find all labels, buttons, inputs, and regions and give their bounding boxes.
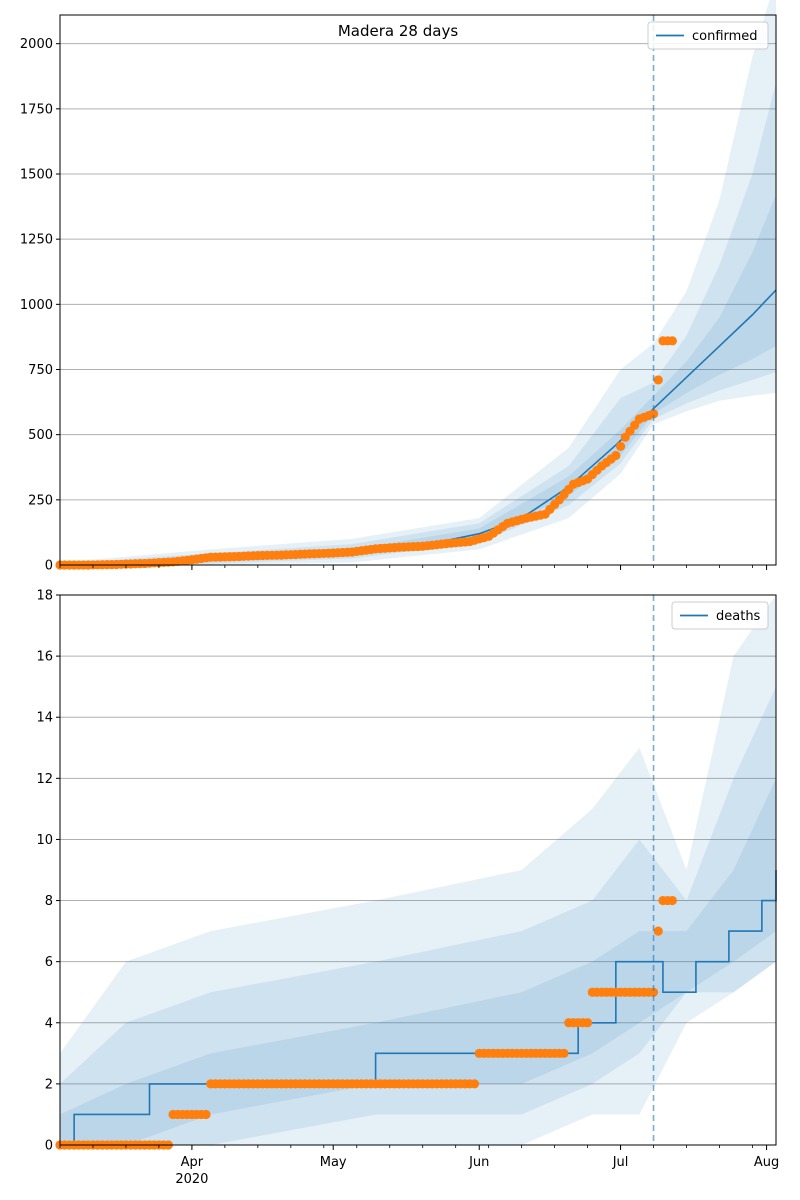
confirmed-observed-point [615, 441, 626, 451]
deaths-observed-point [582, 1018, 593, 1028]
deaths-observed-point [201, 1109, 211, 1120]
y-tick-label: 10 [36, 833, 53, 848]
confirmed-observed-point [653, 375, 663, 385]
deaths-observed-point [667, 895, 677, 906]
y-tick-label: 14 [36, 711, 53, 726]
axes-frame [59, 594, 777, 1146]
deaths-model-line [60, 870, 777, 1146]
y-tick-label: 8 [45, 894, 53, 909]
confirmed-observed-point [611, 450, 621, 461]
y-tick-label: 500 [28, 428, 53, 443]
confirmed-uncertainty-band-1 [60, 0, 776, 565]
deaths-observed-point [559, 1048, 569, 1058]
confirmed-observed-point [648, 409, 659, 419]
y-tick-label: 16 [36, 650, 53, 665]
chart-title: Madera 28 days [338, 22, 458, 40]
y-tick-label: 4 [45, 1016, 53, 1031]
y-tick-label: 0 [45, 1139, 53, 1154]
y-tick-label: 2 [45, 1077, 53, 1092]
y-tick-label: 1250 [20, 233, 53, 248]
confirmed-uncertainty-band-2 [60, 82, 776, 565]
legend-label: deaths [716, 609, 761, 624]
deaths-legend: deaths [671, 601, 769, 630]
deaths-chart: 0 2 4 6 8 10 12 14 16 18 Apr 2020 May Jun Jul Aug deaths [36, 589, 779, 1188]
confirmed-observed-point [667, 336, 677, 346]
legend-label: confirmed [692, 29, 758, 44]
x-tick-label: Apr [181, 1155, 204, 1170]
y-tick-label: 250 [28, 493, 53, 508]
y-tick-label: 2000 [20, 37, 53, 52]
axes-frame [59, 14, 777, 566]
y-tick-label: 1000 [20, 298, 53, 313]
x-tick-label: Aug [754, 1155, 779, 1170]
deaths-observed-point [653, 926, 663, 936]
x-tick-label: Jun [468, 1155, 489, 1170]
y-tick-label: 18 [36, 589, 53, 604]
y-tick-label: 12 [36, 772, 53, 787]
legend-box [647, 21, 769, 50]
y-tick-label: 1750 [20, 102, 53, 117]
deaths-uncertainty-band-1 [60, 595, 776, 1145]
confirmed-legend: confirmed [647, 21, 769, 50]
y-tick-label: 0 [45, 559, 53, 574]
y-tick-label: 750 [28, 363, 53, 378]
x-tick-label: Jul [612, 1155, 629, 1170]
y-tick-label: 1500 [20, 168, 53, 183]
legend-box [671, 601, 769, 630]
y-tick-label: 6 [45, 955, 53, 970]
deaths-observed-point [469, 1079, 480, 1089]
deaths-uncertainty-band-3 [60, 778, 776, 1145]
deaths-uncertainty-band-2 [60, 686, 776, 1145]
confirmed-chart: 0 250 500 750 1000 1250 1500 1750 2000 Madera 28 … [20, 0, 777, 574]
x-year-label: 2020 [175, 1172, 208, 1187]
deaths-observed-point [648, 987, 659, 997]
x-tick-label: May [320, 1155, 347, 1170]
